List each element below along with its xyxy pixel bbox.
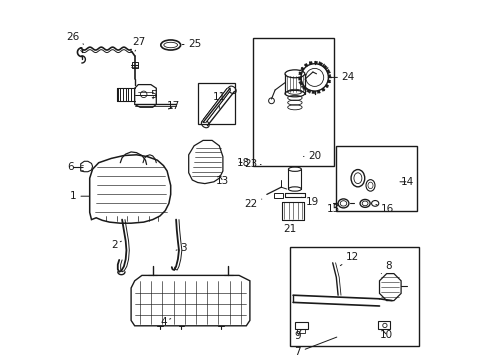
Text: 17: 17 <box>166 101 180 111</box>
Text: 25: 25 <box>182 39 201 49</box>
Text: 11: 11 <box>212 92 225 108</box>
Text: 16: 16 <box>375 204 394 214</box>
Polygon shape <box>308 62 312 64</box>
Bar <box>273 193 283 198</box>
Text: 4: 4 <box>160 317 170 327</box>
Text: 22: 22 <box>244 199 261 210</box>
Text: 2: 2 <box>111 240 121 250</box>
Text: 15: 15 <box>326 204 340 214</box>
Polygon shape <box>304 63 307 67</box>
Polygon shape <box>316 90 320 93</box>
Bar <box>132 62 137 68</box>
Polygon shape <box>298 72 301 75</box>
Text: 14: 14 <box>399 177 413 187</box>
Polygon shape <box>319 62 322 66</box>
Text: 7: 7 <box>294 337 336 357</box>
Text: 18: 18 <box>236 158 249 168</box>
Bar <box>296 329 305 333</box>
Text: 26: 26 <box>66 32 83 44</box>
Text: 10: 10 <box>379 330 392 340</box>
Polygon shape <box>311 91 314 94</box>
Polygon shape <box>306 89 309 93</box>
Text: 1: 1 <box>70 191 89 201</box>
Text: 13: 13 <box>216 176 229 186</box>
Polygon shape <box>298 77 301 80</box>
Polygon shape <box>325 84 328 88</box>
Bar <box>294 322 307 329</box>
Polygon shape <box>327 75 330 77</box>
Bar <box>253 38 334 166</box>
Text: 27: 27 <box>132 37 145 51</box>
Bar <box>289 247 418 346</box>
Text: 8: 8 <box>381 261 391 274</box>
Bar <box>197 83 235 124</box>
Text: 21: 21 <box>282 220 296 234</box>
Text: 9: 9 <box>294 330 301 341</box>
Polygon shape <box>326 69 329 73</box>
Polygon shape <box>323 65 326 69</box>
Text: 12: 12 <box>340 252 358 266</box>
Text: 23: 23 <box>244 159 261 169</box>
Text: 5: 5 <box>150 90 157 100</box>
Polygon shape <box>300 67 304 71</box>
Text: 3: 3 <box>176 243 186 253</box>
Polygon shape <box>321 88 325 91</box>
Polygon shape <box>302 86 305 90</box>
Text: 20: 20 <box>303 150 321 161</box>
Bar <box>336 146 416 211</box>
Text: 19: 19 <box>301 197 319 207</box>
Bar <box>377 321 389 329</box>
Polygon shape <box>299 82 302 85</box>
Polygon shape <box>327 80 330 83</box>
Text: 6: 6 <box>67 162 79 172</box>
Text: 24: 24 <box>330 72 354 82</box>
Polygon shape <box>314 61 317 64</box>
